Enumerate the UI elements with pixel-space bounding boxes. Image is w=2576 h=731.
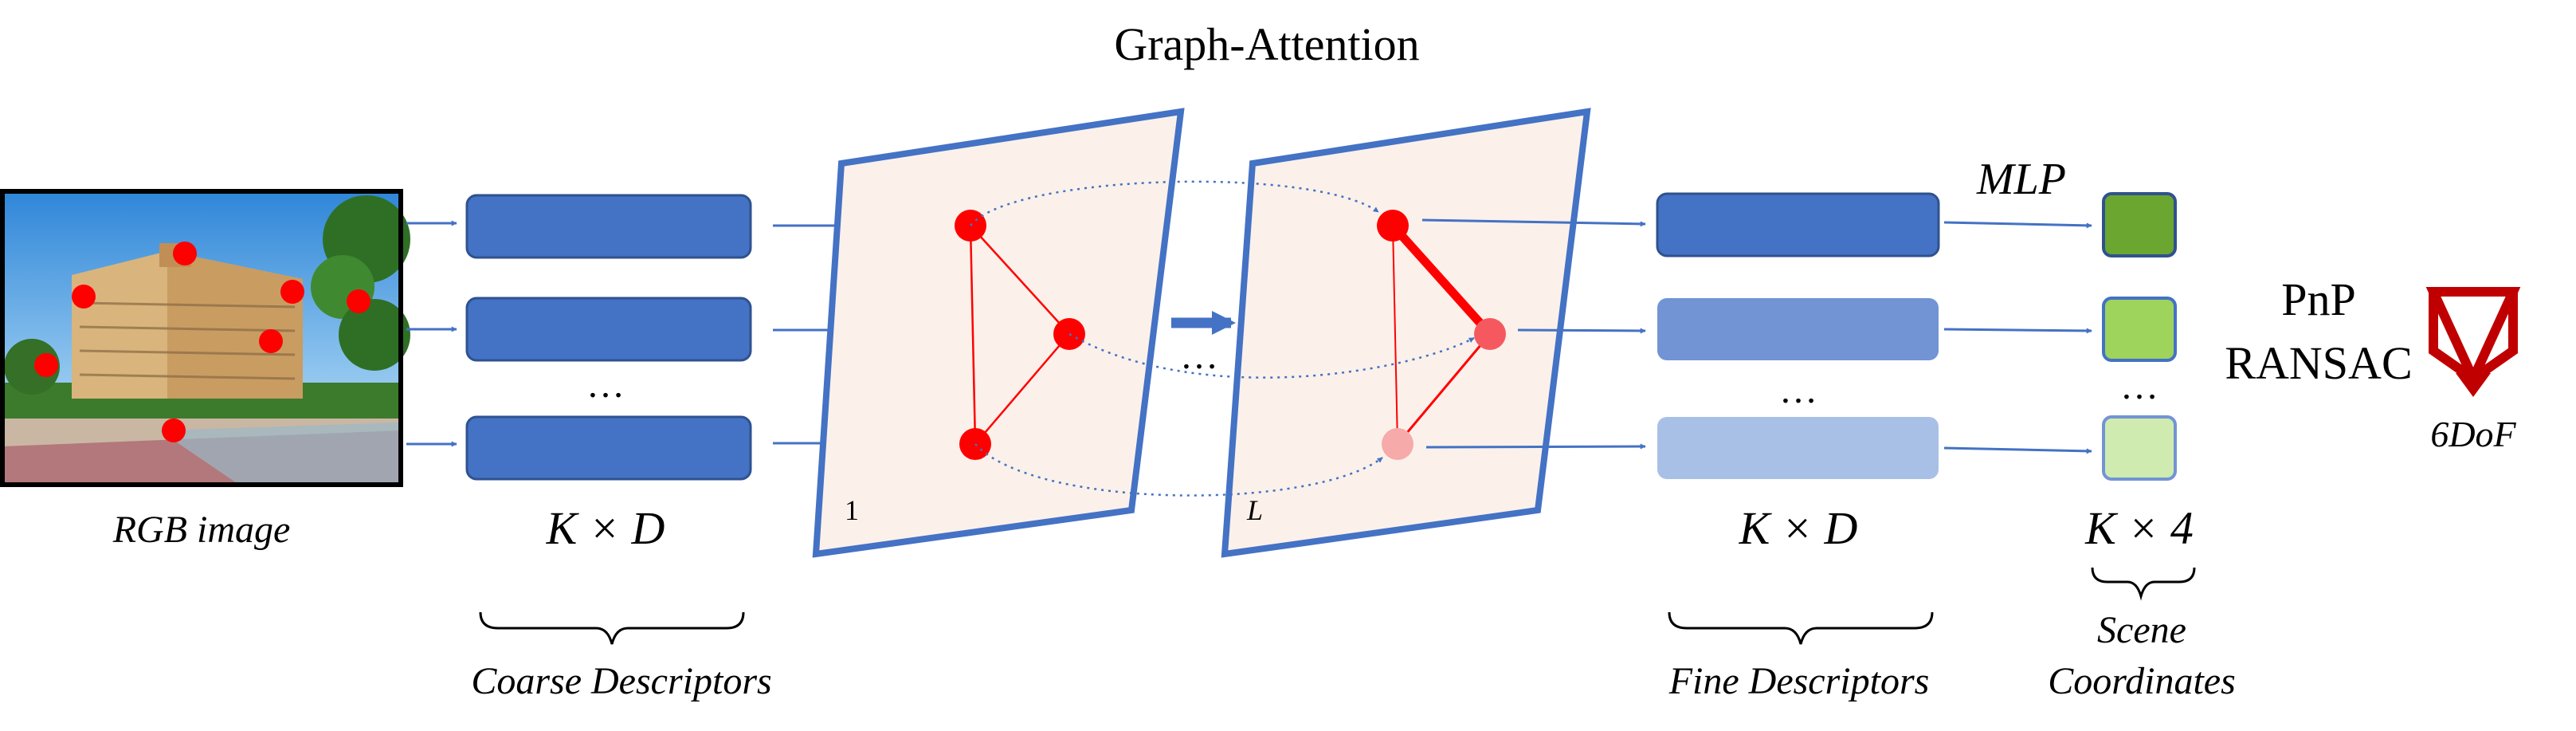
scene-brace-label-line2: Coordinates — [2048, 660, 2236, 702]
output-label: 6DoF — [2430, 414, 2516, 454]
coarse-descriptor-bar — [465, 297, 752, 362]
image-to-coarse-arrows — [406, 220, 457, 447]
graph-node — [1382, 428, 1413, 460]
fine-dims: K × D — [1739, 502, 1858, 554]
fine-brace-label: Fine Descriptors — [1668, 660, 1930, 702]
graph-panel-L: L — [1221, 108, 1591, 558]
pose-icon — [2425, 287, 2521, 391]
fine-descriptor-stack — [1656, 192, 1940, 479]
fine-descriptor-bar — [1657, 298, 1939, 360]
scene-coordinate-cell — [2102, 192, 2177, 257]
scene-ellipsis: … — [2120, 365, 2158, 407]
graph-panel-index: 1 — [845, 494, 859, 526]
panel-connections — [970, 180, 1475, 497]
scene-coordinate-stack — [2102, 192, 2177, 481]
fine-descriptor-bar — [1657, 417, 1939, 479]
solver-label-line1: PnP — [2281, 273, 2356, 325]
rgb-image — [0, 189, 410, 487]
mlp-label: MLP — [1976, 155, 2066, 204]
graph-node — [1377, 210, 1409, 242]
fine-to-scene-arrows — [1943, 221, 2092, 454]
scene-dims: K × 4 — [2084, 502, 2194, 554]
scene-coordinate-cell — [2102, 297, 2177, 362]
diagram-title: Graph-Attention — [1114, 18, 1419, 70]
fine-brace — [1668, 611, 1934, 645]
fine-ellipsis: … — [1779, 369, 1817, 411]
graph-node — [1474, 318, 1506, 350]
coarse-brace — [479, 611, 745, 645]
scene-brace — [2091, 567, 2196, 601]
keypoint-markers — [34, 242, 371, 442]
between-panels-ellipsis: … — [1180, 335, 1218, 377]
scene-brace-label-line1: Scene — [2097, 609, 2186, 651]
coarse-ellipsis: … — [586, 364, 625, 406]
coarse-descriptor-bar — [465, 415, 752, 481]
coarse-brace-label: Coarse Descriptors — [471, 660, 771, 702]
coarse-descriptor-stack — [465, 194, 752, 481]
coarse-descriptor-bar — [465, 194, 752, 259]
coarse-dims: K × D — [546, 502, 665, 554]
solver-label-line2: RANSAC — [2225, 337, 2412, 389]
rgb-image-label: RGB image — [112, 509, 291, 551]
graph-to-fine-arrows — [1421, 218, 1646, 450]
fine-descriptor-bar — [1656, 192, 1940, 257]
graph-panel-1: 1 — [812, 108, 1185, 558]
scene-coordinate-cell — [2102, 415, 2177, 481]
graph-panel-index: L — [1246, 494, 1263, 526]
pose-icon-tip — [2456, 373, 2491, 397]
